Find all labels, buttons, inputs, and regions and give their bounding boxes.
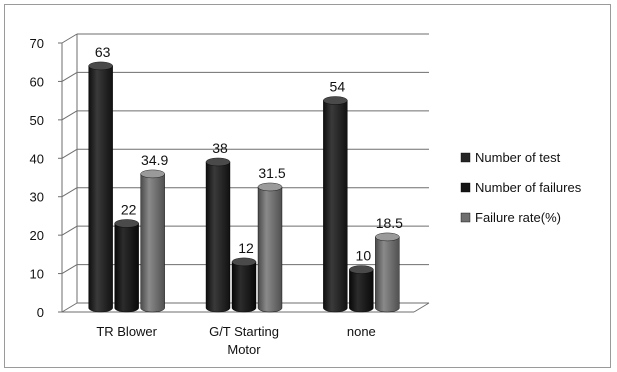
bar-top: [323, 96, 348, 105]
bar-top: [257, 182, 283, 192]
gridline-connector: [61, 110, 78, 121]
data-label: 63: [95, 44, 111, 60]
legend: Number of test Number of failures Failure …: [460, 150, 582, 225]
data-label: 12: [238, 240, 254, 256]
gridline-connector: [61, 225, 78, 236]
data-label: 54: [330, 78, 346, 94]
data-label: 34.9: [141, 152, 168, 168]
legend-swatch: [460, 182, 471, 193]
y-tick-label: 40: [30, 151, 44, 166]
floor-right-edge: [413, 302, 430, 313]
y-tick-label: 50: [30, 113, 44, 128]
y-tick-label: 60: [30, 74, 44, 89]
category-label: Motor: [227, 342, 261, 357]
legend-label: Number of test: [475, 150, 561, 165]
data-label: 18.5: [376, 215, 403, 231]
legend-swatch: [460, 152, 471, 163]
bar-rate: [375, 236, 400, 313]
bar-test: [88, 65, 113, 313]
category-label: TR Blower: [96, 324, 157, 339]
bar-top: [88, 61, 113, 71]
bars: [88, 61, 400, 313]
data-label: 10: [356, 248, 372, 264]
bar-top: [140, 169, 165, 179]
gridline-connector: [61, 187, 78, 198]
y-tick-label: 30: [30, 190, 44, 205]
y-tick-label: 10: [30, 267, 44, 282]
legend-label: Failure rate(%): [475, 210, 561, 225]
legend-label: Number of failures: [475, 180, 582, 195]
gridline-connector: [61, 148, 78, 159]
gridline-connector: [61, 302, 78, 313]
data-label: 31.5: [258, 165, 285, 181]
y-tick-label: 70: [30, 36, 44, 51]
y-tick-label: 0: [37, 305, 44, 320]
data-label: 22: [121, 201, 137, 217]
bar-top: [205, 157, 231, 167]
data-label: 38: [212, 140, 228, 156]
category-label: G/T Starting: [209, 324, 279, 339]
bar-rate: [257, 186, 283, 313]
bar-top: [114, 219, 139, 228]
bar-test: [205, 161, 231, 313]
category-label: none: [347, 324, 376, 339]
gridline-connector: [61, 264, 78, 275]
bar-failures: [349, 269, 374, 313]
bar-failures: [114, 223, 139, 313]
gridline-connector: [61, 71, 78, 82]
x-axis-labels: TR Blower G/T Starting Motor none: [96, 324, 375, 357]
bar-test: [323, 100, 348, 313]
legend-swatch: [460, 212, 471, 223]
y-axis: 0 10 20 30 40 50 60 70: [30, 36, 63, 320]
bar-top: [375, 232, 400, 242]
bar-failures: [231, 261, 257, 313]
gridline-connector: [61, 33, 78, 44]
bar-top: [349, 265, 374, 274]
bar-rate: [140, 173, 165, 313]
bar-top: [231, 257, 257, 267]
y-tick-label: 20: [30, 228, 44, 243]
data-labels: 63 22 34.9 38 12 31.5 54 10 18.5: [95, 44, 403, 264]
